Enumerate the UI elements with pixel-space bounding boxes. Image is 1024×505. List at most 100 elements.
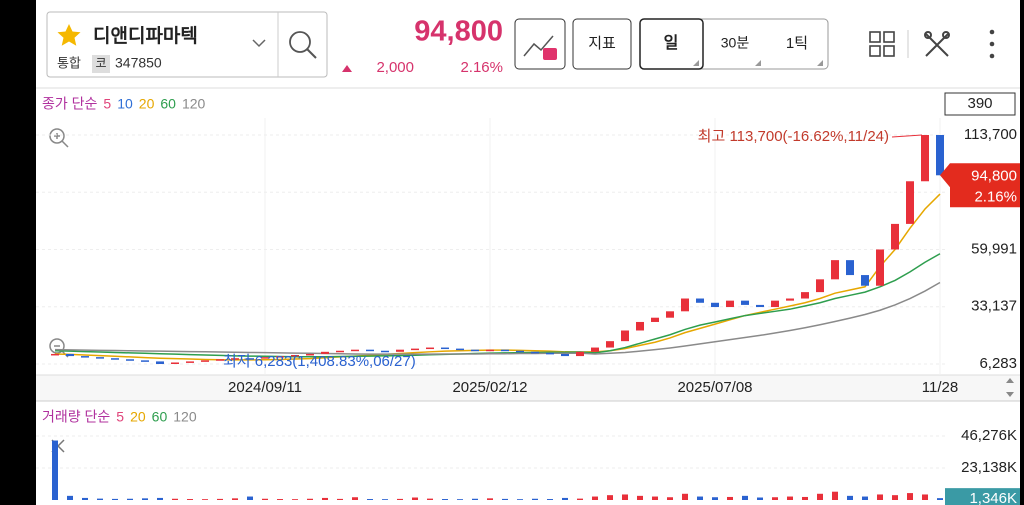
- candle: [831, 260, 839, 280]
- charts: 종가 단순 5 10 20 60 120 거래량 단순 5 20 60 120 6,283 33,137…: [36, 96, 1020, 505]
- volume-bar: [802, 496, 808, 500]
- change: 2,000: [376, 59, 414, 76]
- period-button-active[interactable]: [639, 18, 704, 70]
- corner-marks: [693, 60, 823, 66]
- search-box[interactable]: [46, 11, 328, 78]
- volume-bar: [457, 499, 463, 500]
- volume-bar: [367, 499, 373, 500]
- candle: [876, 249, 884, 286]
- legend-item: 60: [160, 96, 176, 112]
- candle: [426, 347, 434, 350]
- legend-title: 거래량 단순: [42, 409, 110, 425]
- legend-title: 종가 단순: [42, 96, 98, 112]
- volume-bar: [817, 493, 823, 500]
- star-icon[interactable]: [57, 24, 81, 46]
- candle: [801, 292, 809, 299]
- volume-bar: [127, 498, 133, 500]
- ma-line: [54, 281, 941, 355]
- candle: [96, 357, 104, 359]
- tools-icon[interactable]: [924, 31, 950, 57]
- volume-bar: [277, 499, 283, 500]
- volume-bar: [637, 495, 643, 500]
- candle: [141, 360, 149, 362]
- volume-bar: [217, 498, 223, 500]
- period-label[interactable]: 일: [664, 34, 679, 52]
- candle: [696, 298, 704, 303]
- volume-bar: [862, 496, 868, 500]
- high-arrow: [891, 134, 923, 138]
- zoom-in-icon[interactable]: [49, 128, 69, 148]
- volume-bar: [442, 499, 448, 500]
- candle: [201, 360, 209, 362]
- volume-bar: [352, 497, 358, 500]
- candle: [366, 349, 374, 352]
- volume-bar: [712, 497, 718, 500]
- volume-bar: [697, 496, 703, 500]
- volume-bar: [787, 496, 793, 500]
- volume-bar: [667, 497, 673, 500]
- candle: [621, 330, 629, 342]
- candle: [396, 349, 404, 352]
- last-change: 2.16%: [974, 188, 1017, 205]
- volume-bar: [487, 498, 493, 500]
- candle: [681, 298, 689, 312]
- volume-bar: [847, 495, 853, 500]
- volume-bar: [532, 498, 538, 500]
- last-volume-tag: [945, 488, 1020, 505]
- volume-bar: [757, 497, 763, 500]
- candle: [291, 355, 299, 357]
- candle: [591, 347, 599, 352]
- indicator-label: 지표: [588, 35, 616, 52]
- market: 통합: [57, 55, 81, 70]
- candle: [486, 349, 494, 352]
- volume-bar: [397, 498, 403, 500]
- candle: [231, 358, 239, 360]
- candle: [471, 349, 479, 352]
- legend-item: 20: [139, 96, 155, 112]
- volume-bar: [727, 496, 733, 500]
- legend-item: 10: [117, 96, 133, 112]
- last-price-tag: [940, 163, 1020, 208]
- volume-bar: [172, 498, 178, 500]
- scroll-icon[interactable]: [1006, 378, 1014, 397]
- candle: [81, 356, 89, 358]
- chart-icon: [523, 35, 554, 57]
- search-icon[interactable]: [289, 31, 311, 53]
- candle: [546, 352, 554, 355]
- volume-bar: [682, 493, 688, 500]
- more-icon[interactable]: [989, 29, 995, 59]
- legend-item: 5: [103, 96, 111, 112]
- volume-bar: [622, 494, 628, 500]
- chart-type-button[interactable]: [514, 18, 566, 70]
- volume-bar: [307, 498, 313, 500]
- candle: [306, 353, 314, 356]
- candle: [336, 350, 344, 353]
- candle: [186, 361, 194, 363]
- volume-bar: [592, 496, 598, 500]
- x-tick-label: 2024/09/11: [228, 379, 302, 396]
- period-label[interactable]: 1틱: [786, 35, 808, 52]
- volume-bar: [322, 497, 328, 500]
- count-box[interactable]: [944, 92, 1016, 116]
- indicator-button[interactable]: [572, 18, 632, 70]
- layout-icon[interactable]: [869, 31, 895, 57]
- period-label[interactable]: 30분: [721, 35, 750, 51]
- volume-bar: [337, 498, 343, 500]
- volume-bar: [922, 494, 928, 500]
- search-icon-handle: [306, 48, 317, 59]
- candle: [501, 349, 509, 352]
- volume-bar: [112, 498, 118, 500]
- chevron[interactable]: [252, 39, 266, 48]
- ma-line: [54, 193, 941, 361]
- candle: [846, 260, 854, 276]
- candle: [561, 353, 569, 357]
- code-tag: 코: [95, 56, 106, 70]
- legend-item: 120: [182, 96, 206, 112]
- candle: [891, 223, 899, 250]
- candle: [111, 358, 119, 360]
- change-pct: 2.16%: [460, 59, 503, 76]
- candle: [666, 311, 674, 318]
- candle: [381, 350, 389, 353]
- x-tick-label: 2025/07/08: [677, 379, 752, 396]
